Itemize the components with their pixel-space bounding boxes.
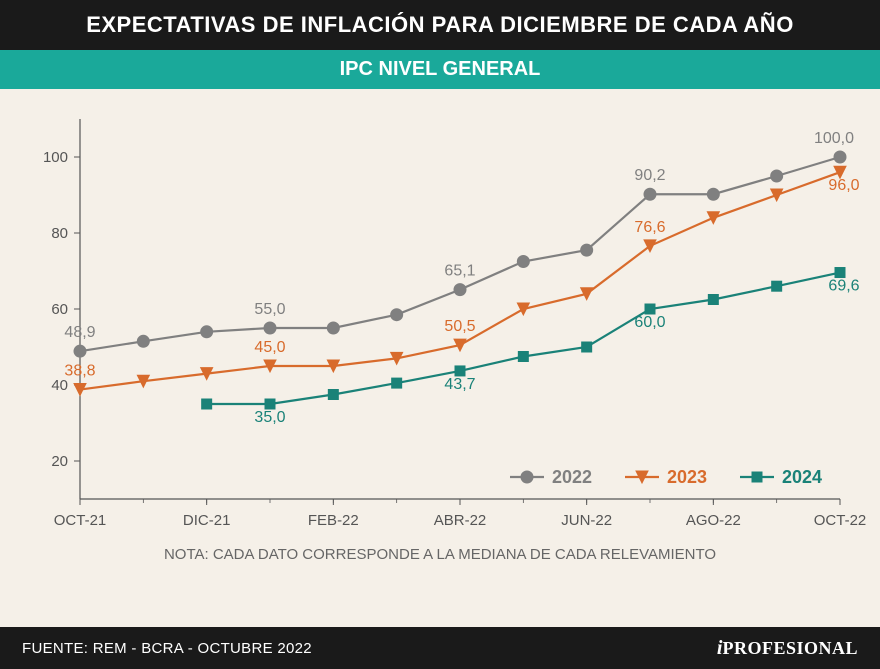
svg-text:FEB-22: FEB-22 — [308, 512, 359, 529]
footer-brand: iPROFESIONAL — [717, 637, 858, 660]
chart-area: 20406080100OCT-21DIC-21FEB-22ABR-22JUN-2… — [0, 89, 880, 609]
svg-text:96,0: 96,0 — [828, 177, 859, 194]
svg-text:OCT-22: OCT-22 — [814, 512, 867, 529]
svg-text:20: 20 — [51, 453, 68, 470]
svg-text:2023: 2023 — [667, 467, 707, 487]
brand-rest: PROFESIONAL — [722, 638, 858, 658]
title-text: EXPECTATIVAS DE INFLACIÓN PARA DICIEMBRE… — [86, 12, 794, 37]
svg-text:65,1: 65,1 — [444, 263, 475, 280]
svg-text:38,8: 38,8 — [64, 363, 95, 380]
svg-text:DIC-21: DIC-21 — [183, 512, 231, 529]
svg-text:60: 60 — [51, 301, 68, 318]
svg-text:80: 80 — [51, 225, 68, 242]
footer-bar: FUENTE: REM - BCRA - OCTUBRE 2022 iPROFE… — [0, 627, 880, 669]
svg-text:2022: 2022 — [552, 467, 592, 487]
svg-text:90,2: 90,2 — [634, 167, 665, 184]
svg-text:2024: 2024 — [782, 467, 822, 487]
svg-text:NOTA: CADA DATO CORRESPONDE A: NOTA: CADA DATO CORRESPONDE A LA MEDIANA… — [164, 546, 716, 563]
svg-text:100: 100 — [43, 149, 68, 166]
footer-source: FUENTE: REM - BCRA - OCTUBRE 2022 — [22, 640, 312, 657]
chart-container: EXPECTATIVAS DE INFLACIÓN PARA DICIEMBRE… — [0, 0, 880, 669]
svg-text:43,7: 43,7 — [444, 376, 475, 393]
svg-text:50,5: 50,5 — [444, 318, 475, 335]
subtitle-text: IPC NIVEL GENERAL — [340, 58, 541, 80]
svg-text:76,6: 76,6 — [634, 219, 665, 236]
svg-text:AGO-22: AGO-22 — [686, 512, 741, 529]
svg-text:JUN-22: JUN-22 — [561, 512, 612, 529]
svg-text:69,6: 69,6 — [828, 278, 859, 295]
svg-text:55,0: 55,0 — [254, 301, 285, 318]
svg-text:OCT-21: OCT-21 — [54, 512, 107, 529]
svg-text:60,0: 60,0 — [634, 314, 665, 331]
svg-text:100,0: 100,0 — [814, 130, 854, 147]
svg-text:35,0: 35,0 — [254, 409, 285, 426]
svg-text:ABR-22: ABR-22 — [434, 512, 487, 529]
subtitle-bar: IPC NIVEL GENERAL — [0, 50, 880, 89]
line-chart: 20406080100OCT-21DIC-21FEB-22ABR-22JUN-2… — [0, 89, 880, 609]
title-bar: EXPECTATIVAS DE INFLACIÓN PARA DICIEMBRE… — [0, 0, 880, 50]
svg-text:48,9: 48,9 — [64, 324, 95, 341]
svg-text:45,0: 45,0 — [254, 339, 285, 356]
